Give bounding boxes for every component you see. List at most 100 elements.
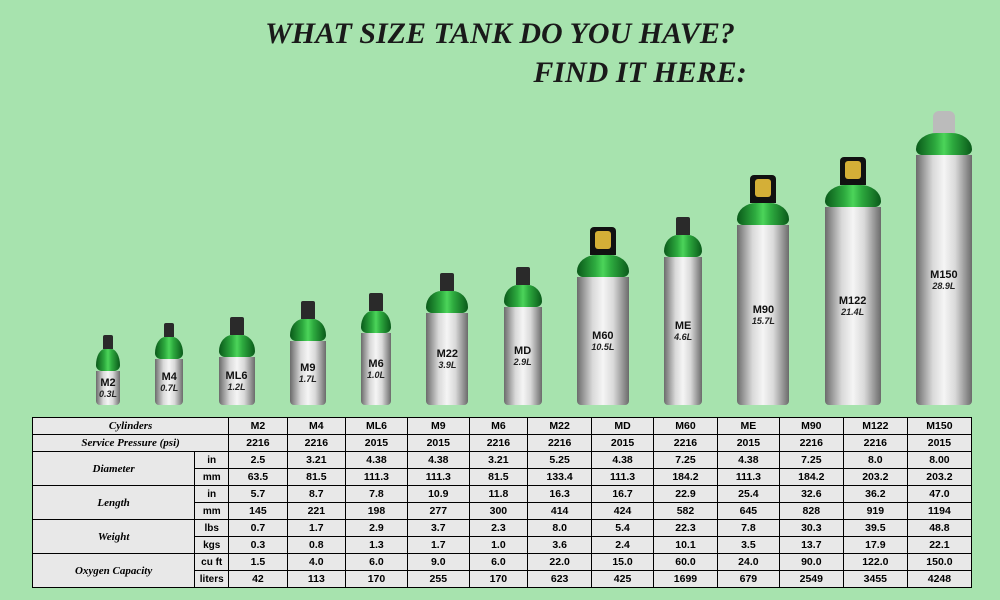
- cell: 2.3: [469, 520, 527, 537]
- cell: 2015: [592, 435, 654, 452]
- tank-shoulder: [361, 311, 391, 333]
- cell: 2015: [717, 435, 779, 452]
- tank-name-label: M22: [437, 348, 458, 360]
- cell: 8.0: [843, 452, 907, 469]
- column-header: M122: [843, 418, 907, 435]
- tank-shoulder: [664, 235, 702, 257]
- cell: 3.6: [528, 537, 592, 554]
- cell: 133.4: [528, 469, 592, 486]
- tank-name-label: M6: [368, 358, 383, 370]
- unit-label: liters: [195, 571, 229, 588]
- tank-valve-icon: [840, 157, 866, 185]
- cell: 1194: [907, 503, 971, 520]
- cell: 4.38: [407, 452, 469, 469]
- cell: 17.9: [843, 537, 907, 554]
- tank-liters-label: 10.5L: [591, 342, 614, 352]
- cell: 4.38: [346, 452, 408, 469]
- tank-name-label: ME: [675, 320, 692, 332]
- tank-name-label: M4: [162, 371, 177, 383]
- tank-valve-icon: [750, 175, 776, 203]
- row-header: Length: [33, 486, 195, 520]
- cell: 10.9: [407, 486, 469, 503]
- tank-shoulder: [577, 255, 629, 277]
- tank-valve-icon: [164, 323, 174, 337]
- cell: 2.5: [229, 452, 287, 469]
- unit-label: mm: [195, 503, 229, 520]
- cell: 122.0: [843, 554, 907, 571]
- cell: 2015: [407, 435, 469, 452]
- cell: 184.2: [779, 469, 843, 486]
- cell: 63.5: [229, 469, 287, 486]
- tank-liters-label: 2.9L: [514, 357, 532, 367]
- cell: 111.3: [592, 469, 654, 486]
- title-line-2: FIND IT HERE:: [0, 53, 1000, 92]
- tank-body: MD2.9L: [504, 307, 542, 405]
- cell: 22.1: [907, 537, 971, 554]
- tank-name-label: M9: [300, 362, 315, 374]
- tank-m2: M20.3L: [96, 335, 120, 405]
- tank-body: M9015.7L: [737, 225, 789, 405]
- cell: 39.5: [843, 520, 907, 537]
- cell: 7.8: [717, 520, 779, 537]
- page-title: WHAT SIZE TANK DO YOU HAVE? FIND IT HERE…: [0, 14, 1000, 92]
- tank-lineup: M20.3LM40.7LML61.2LM91.7LM61.0LM223.9LMD…: [96, 111, 972, 405]
- tank-m122: M12221.4L: [825, 157, 881, 405]
- cell: 47.0: [907, 486, 971, 503]
- cell: 7.25: [779, 452, 843, 469]
- row-header: Diameter: [33, 452, 195, 486]
- tank-body: M40.7L: [155, 359, 183, 405]
- cell: 2216: [843, 435, 907, 452]
- tank-valve-icon: [933, 111, 955, 133]
- cell: 2216: [229, 435, 287, 452]
- cell: 582: [653, 503, 717, 520]
- cell: 3.21: [287, 452, 345, 469]
- tank-body: M15028.9L: [916, 155, 972, 405]
- spec-table: CylindersM2M4ML6M9M6M22MDM60MEM90M122M15…: [32, 417, 972, 588]
- cell: 277: [407, 503, 469, 520]
- cell: 22.0: [528, 554, 592, 571]
- cell: 1699: [653, 571, 717, 588]
- cell: 4.38: [592, 452, 654, 469]
- cell: 1.5: [229, 554, 287, 571]
- cell: 221: [287, 503, 345, 520]
- cell: 16.3: [528, 486, 592, 503]
- cell: 22.9: [653, 486, 717, 503]
- tank-valve-icon: [103, 335, 113, 349]
- column-header: M2: [229, 418, 287, 435]
- unit-label: in: [195, 452, 229, 469]
- title-line-1: WHAT SIZE TANK DO YOU HAVE?: [265, 17, 735, 50]
- tank-name-label: M60: [592, 330, 613, 342]
- tank-shoulder: [96, 349, 120, 371]
- cell: 424: [592, 503, 654, 520]
- tank-me: ME4.6L: [664, 217, 702, 405]
- row-header: Weight: [33, 520, 195, 554]
- row-header: Service Pressure (psi): [33, 435, 229, 452]
- unit-label: cu ft: [195, 554, 229, 571]
- tank-m60: M6010.5L: [577, 227, 629, 405]
- cell: 36.2: [843, 486, 907, 503]
- tank-name-label: M2: [100, 377, 115, 389]
- column-header: ME: [717, 418, 779, 435]
- cell: 1.0: [469, 537, 527, 554]
- tank-valve-icon: [516, 267, 530, 285]
- cell: 170: [346, 571, 408, 588]
- tank-body: ME4.6L: [664, 257, 702, 405]
- cell: 203.2: [843, 469, 907, 486]
- tank-liters-label: 28.9L: [932, 281, 955, 291]
- cell: 8.0: [528, 520, 592, 537]
- cell: 255: [407, 571, 469, 588]
- cell: 111.3: [717, 469, 779, 486]
- column-header: M4: [287, 418, 345, 435]
- tank-liters-label: 1.7L: [299, 374, 317, 384]
- tank-liters-label: 21.4L: [841, 307, 864, 317]
- cell: 81.5: [287, 469, 345, 486]
- cell: 2.9: [346, 520, 408, 537]
- tank-name-label: M90: [753, 304, 774, 316]
- tank-body: ML61.2L: [219, 357, 255, 405]
- tank-shoulder: [825, 185, 881, 207]
- cell: 425: [592, 571, 654, 588]
- table-row: Lengthin5.78.77.810.911.816.316.722.925.…: [33, 486, 972, 503]
- tank-name-label: M150: [930, 269, 958, 281]
- cell: 300: [469, 503, 527, 520]
- cell: 5.25: [528, 452, 592, 469]
